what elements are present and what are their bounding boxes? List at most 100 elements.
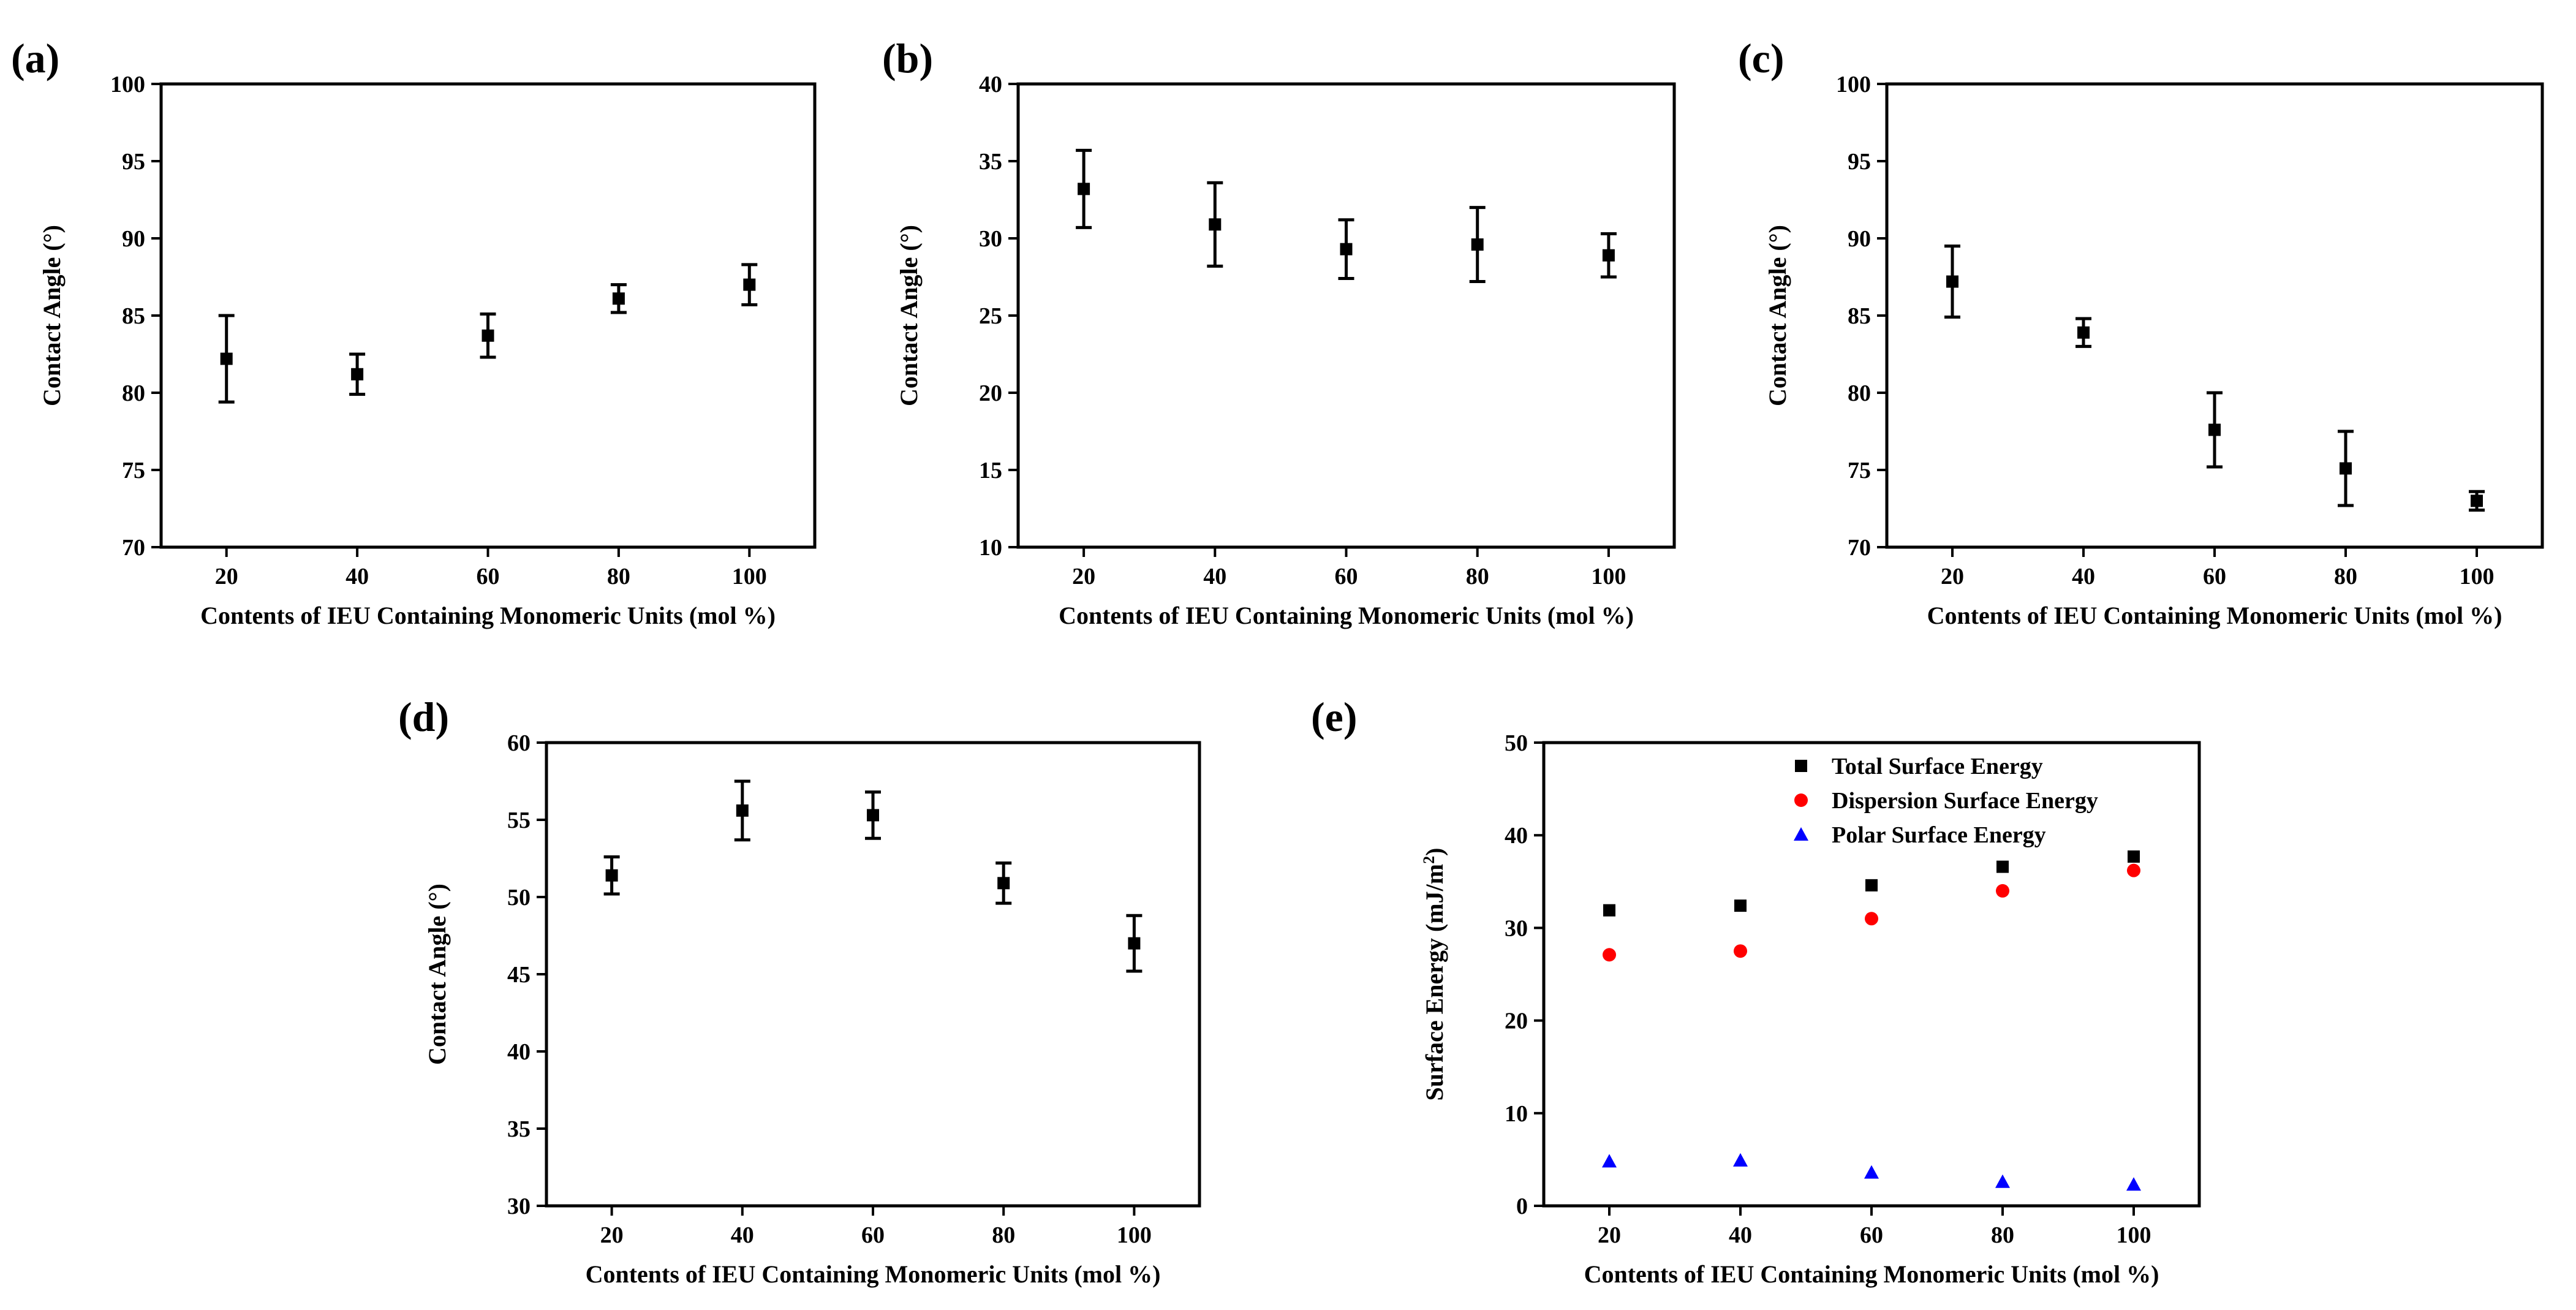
data-point — [2340, 462, 2352, 475]
data-point — [1996, 860, 2009, 873]
chart-panel-c: (c) 20 40 60 80 100 70 75 80 85 90 95 100 Contents of… — [1738, 35, 2544, 629]
data-point — [1864, 1165, 1879, 1179]
y-tick-label: 25 — [979, 303, 1002, 329]
y-tick-label: 50 — [507, 885, 531, 911]
y-tick-label: 70 — [122, 535, 145, 561]
series-contact-angle — [218, 263, 758, 404]
data-point — [1734, 899, 1747, 912]
legend-marker — [1794, 793, 1808, 807]
y-tick-label: 30 — [1505, 915, 1528, 941]
y-tick-label: 90 — [1848, 226, 1871, 252]
data-point — [743, 278, 756, 291]
x-tick-label: 20 — [1941, 564, 1964, 589]
x-axis-title: Contents of IEU Containing Monomeric Uni… — [1584, 1260, 2159, 1288]
y-tick-label: 80 — [122, 381, 145, 406]
x-tick-label: 100 — [2460, 564, 2495, 589]
data-point — [351, 368, 364, 381]
series-polar-surface-energy — [1602, 1153, 2141, 1191]
x-tick-label: 100 — [1117, 1222, 1152, 1248]
x-tick-label: 60 — [2203, 564, 2226, 589]
data-point — [1602, 1154, 1617, 1168]
data-point — [1946, 275, 1958, 288]
x-tick-label: 80 — [2334, 564, 2357, 589]
y-tick-label: 60 — [507, 730, 531, 756]
legend-marker — [1795, 760, 1807, 772]
data-point — [220, 352, 233, 365]
x-tick-label: 80 — [1466, 564, 1489, 589]
x-axis-title: Contents of IEU Containing Monomeric Uni… — [586, 1260, 1161, 1288]
y-axis-title: Contact Angle (°) — [423, 884, 451, 1065]
data-point — [1209, 218, 1222, 231]
x-tick-label: 40 — [731, 1222, 754, 1248]
x-tick-label: 20 — [1072, 564, 1095, 589]
data-point — [2471, 494, 2483, 507]
data-point — [612, 292, 625, 305]
y-axis-title: Contact Angle (°) — [38, 225, 66, 406]
y-tick-label: 75 — [122, 458, 145, 483]
data-point — [1603, 948, 1616, 962]
panel-letter: (a) — [11, 35, 59, 81]
y-tick-label: 95 — [1848, 149, 1871, 175]
x-tick-label: 20 — [600, 1222, 624, 1248]
plot-frame — [1885, 82, 2544, 549]
y-tick-label: 90 — [122, 226, 145, 252]
plot-frame — [1016, 82, 1676, 549]
x-tick-label: 100 — [732, 564, 767, 589]
y-tick-label: 40 — [979, 72, 1002, 97]
y-tick-label: 30 — [979, 226, 1002, 252]
x-tick-label: 60 — [1860, 1222, 1883, 1248]
x-tick-label: 80 — [607, 564, 630, 589]
x-tick-label: 40 — [2072, 564, 2095, 589]
data-point — [2077, 326, 2090, 339]
y-tick-label: 0 — [1516, 1194, 1528, 1219]
y-tick-label: 35 — [979, 149, 1002, 175]
series-contact-angle — [603, 779, 1143, 973]
y-tick-label: 20 — [979, 381, 1002, 406]
y-tick-label: 80 — [1848, 381, 1871, 406]
y-tick-label: 45 — [507, 962, 531, 988]
series-dispersion-surface-energy — [1603, 863, 2140, 962]
y-tick-label: 50 — [1505, 730, 1528, 756]
data-point — [482, 329, 494, 342]
y-axis-title: Contact Angle (°) — [895, 225, 923, 406]
series-contact-angle — [1944, 244, 2485, 512]
series-contact-angle — [1076, 148, 1617, 284]
y-tick-label: 30 — [507, 1194, 531, 1219]
x-axis-title: Contents of IEU Containing Monomeric Uni… — [1927, 602, 2502, 629]
data-point — [1865, 879, 1878, 892]
data-point — [1471, 238, 1484, 251]
y-tick-label: 20 — [1505, 1009, 1528, 1034]
data-point — [1603, 904, 1615, 917]
x-tick-label: 80 — [1991, 1222, 2014, 1248]
y-tick-label: 95 — [122, 149, 145, 175]
x-tick-label: 60 — [861, 1222, 885, 1248]
y-tick-label: 10 — [979, 535, 1002, 561]
legend-label: Total Surface Energy — [1832, 754, 2043, 779]
data-point — [1733, 1153, 1748, 1167]
panel-letter: (c) — [1738, 35, 1784, 81]
x-tick-label: 20 — [215, 564, 238, 589]
x-tick-label: 100 — [1591, 564, 1626, 589]
y-tick-label: 10 — [1505, 1101, 1528, 1127]
y-tick-label: 100 — [110, 72, 145, 97]
y-tick-label: 35 — [507, 1116, 531, 1142]
x-tick-label: 40 — [346, 564, 369, 589]
x-axis-title: Contents of IEU Containing Monomeric Uni… — [200, 602, 776, 629]
x-tick-label: 20 — [1598, 1222, 1621, 1248]
y-tick-label: 40 — [1505, 823, 1528, 849]
data-point — [997, 877, 1010, 890]
data-point — [1078, 183, 1090, 195]
data-point — [1734, 944, 1747, 958]
y-tick-label: 70 — [1848, 535, 1871, 561]
y-axis-title: Surface Energy (mJ/m2) — [1420, 848, 1449, 1101]
chart-panel-b: (b) 20 40 60 80 100 10 15 20 25 30 35 40 Contents of … — [882, 35, 1676, 629]
legend-marker — [1794, 827, 1808, 841]
data-point — [2208, 423, 2221, 436]
x-tick-label: 40 — [1729, 1222, 1752, 1248]
data-point — [1602, 249, 1615, 262]
y-tick-label: 85 — [122, 303, 145, 329]
y-tick-label: 85 — [1848, 303, 1871, 329]
x-tick-label: 100 — [2117, 1222, 2151, 1248]
data-point — [1995, 1174, 2010, 1188]
